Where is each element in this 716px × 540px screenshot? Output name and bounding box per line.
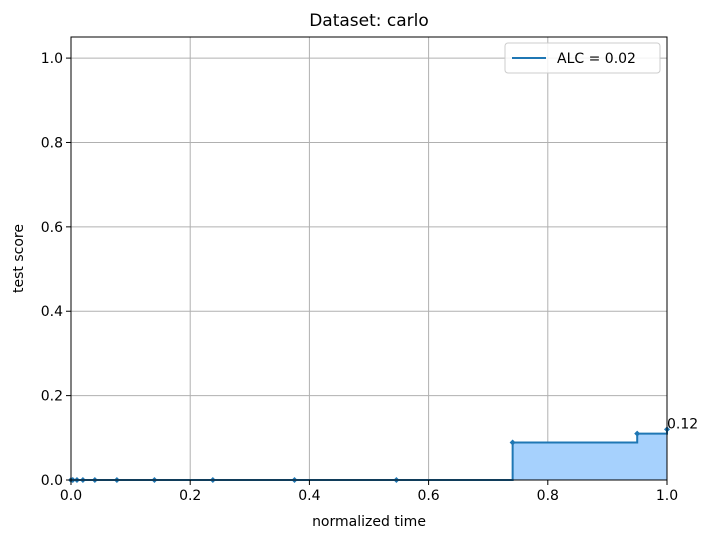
- x-axis-ticks: 0.0 0.2 0.4 0.6 0.8 1.0: [60, 480, 678, 504]
- y-axis-ticks: 0.0 0.2 0.4 0.6 0.8 1.0: [41, 51, 71, 489]
- x-tick-label: 1.0: [656, 488, 678, 504]
- plot-frame: [70, 36, 668, 481]
- legend: ALC = 0.02: [504, 42, 661, 74]
- area-fill: [71, 429, 667, 480]
- y-axis-label: test score: [11, 224, 27, 293]
- x-tick-label: 0.0: [60, 488, 82, 504]
- plot-area: [71, 37, 667, 480]
- legend-label: ALC = 0.02: [557, 51, 636, 67]
- x-tick-label: 0.8: [537, 488, 559, 504]
- y-tick-label: 0.4: [41, 304, 63, 320]
- y-tick-label: 0.0: [41, 473, 63, 489]
- data-point: [509, 439, 516, 446]
- chart-title: Dataset: carlo: [309, 11, 429, 31]
- grid: [70, 37, 668, 481]
- data-point: [634, 430, 641, 437]
- series-area: [71, 429, 667, 480]
- y-tick-label: 0.6: [41, 220, 63, 236]
- y-tick-label: 1.0: [41, 51, 63, 67]
- y-tick-label: 0.8: [41, 135, 63, 151]
- x-tick-label: 0.4: [298, 488, 320, 504]
- annotations: 0.12: [667, 416, 698, 432]
- legend-box: [504, 42, 661, 74]
- series-points: [68, 426, 670, 483]
- data-annotation: 0.12: [667, 416, 698, 432]
- x-axis-label: normalized time: [312, 514, 426, 530]
- x-tick-label: 0.6: [417, 488, 439, 504]
- y-tick-label: 0.2: [41, 389, 63, 405]
- x-tick-label: 0.2: [179, 488, 201, 504]
